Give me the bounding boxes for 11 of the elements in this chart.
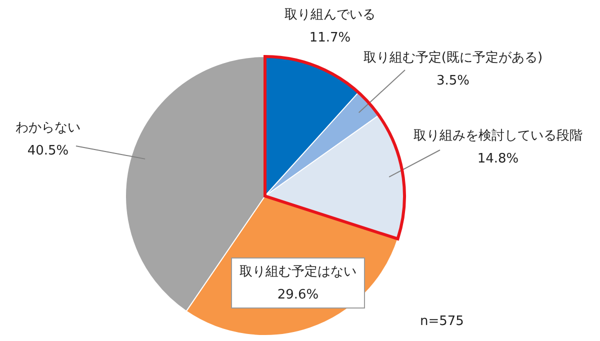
slice-label: 取り組む予定(既に予定がある) [363, 50, 543, 66]
slice-label: わからない [16, 120, 80, 136]
slice-label: 取り組んでいる [284, 7, 376, 22]
slice-label: 取り組む予定はない [240, 264, 356, 280]
text: n=575 [420, 314, 464, 329]
data-label: 11.7% [309, 30, 351, 46]
data-label: 40.5% [27, 143, 69, 158]
data-label: 29.6% [277, 287, 319, 302]
data-label: 14.8% [477, 151, 519, 166]
data-label: 3.5% [436, 73, 470, 88]
slice-label: 取り組みを検討している段階 [414, 128, 582, 144]
